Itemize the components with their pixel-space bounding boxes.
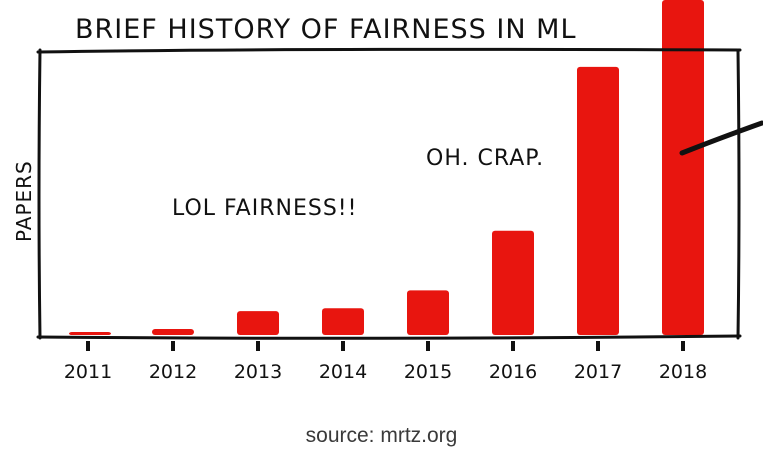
x-tick-label-2014: 2014: [319, 361, 367, 383]
bar-2015: [407, 290, 449, 335]
bar-2011: [69, 332, 111, 335]
bar-2012: [152, 329, 194, 335]
annotation-lol-fairness: LOL FAIRNESS!!: [172, 196, 357, 221]
x-axis-line: [36, 334, 742, 340]
x-tick-label-2015: 2015: [404, 361, 452, 383]
x-tick-label-2012: 2012: [149, 361, 197, 383]
plot-frame-top: [36, 47, 742, 54]
x-tick-label-2017: 2017: [574, 361, 622, 383]
x-tick-label-2011: 2011: [64, 361, 112, 383]
y-axis-line: [37, 48, 42, 340]
bar-2014: [322, 308, 364, 335]
source-caption: source: mrtz.org: [305, 424, 458, 447]
x-tick-label-2018: 2018: [659, 361, 707, 383]
bar-2017: [577, 66, 619, 335]
bar-2016: [492, 230, 534, 335]
bar-2013: [237, 311, 279, 335]
bars-group: [69, 0, 704, 335]
chart-title: BRIEF HISTORY OF FAIRNESS IN ML: [75, 14, 576, 45]
annotation-oh-crap: OH. CRAP.: [426, 146, 544, 171]
x-ticks-group: 2011 2012 2013 2014 2015 2016 2017 2018: [64, 341, 707, 383]
bar-2018: [662, 0, 704, 335]
y-axis-label: PAPERS: [12, 160, 36, 242]
plot-frame-right: [736, 48, 741, 340]
annotation-pointer-line: [679, 120, 763, 156]
x-tick-label-2013: 2013: [234, 361, 282, 383]
x-tick-label-2016: 2016: [489, 361, 537, 383]
